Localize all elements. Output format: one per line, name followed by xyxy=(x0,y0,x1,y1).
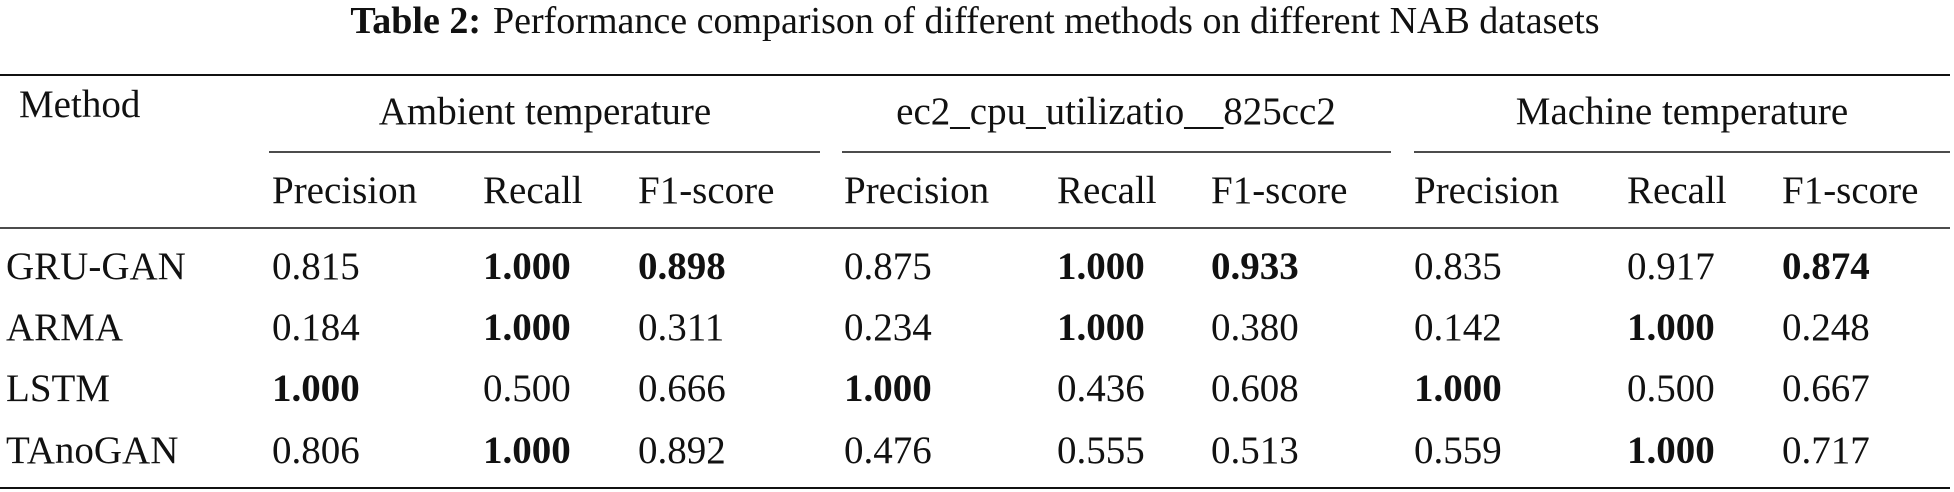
table-cell: 1.000 xyxy=(1414,367,1502,410)
table-cell: 0.248 xyxy=(1782,306,1870,349)
column-header: Precision xyxy=(844,169,989,212)
column-header: Precision xyxy=(272,169,417,212)
caption-title: Performance comparison of different meth… xyxy=(493,0,1600,42)
table-cell: 0.555 xyxy=(1057,429,1145,472)
table-cell: 0.717 xyxy=(1782,429,1870,472)
table-cell: 0.184 xyxy=(272,306,360,349)
table-cell: 0.513 xyxy=(1211,429,1299,472)
table-cell: 0.500 xyxy=(1627,367,1715,410)
table-cell: 0.436 xyxy=(1057,367,1145,410)
table-cell: 1.000 xyxy=(483,429,571,472)
row-method: LSTM xyxy=(6,367,110,410)
table-cell: 0.608 xyxy=(1211,367,1299,410)
column-header: F1-score xyxy=(638,169,774,212)
table-cell: 0.380 xyxy=(1211,306,1299,349)
caption: Table 2: Performance comparison of differ… xyxy=(350,0,1599,42)
table-cell: 0.666 xyxy=(638,367,726,410)
table-cell: 0.500 xyxy=(483,367,571,410)
table-cell: 0.874 xyxy=(1782,245,1870,288)
row-method: ARMA xyxy=(6,306,123,349)
caption-label: Table 2: xyxy=(350,0,481,42)
table-cell: 0.835 xyxy=(1414,245,1502,288)
table-cell: 0.311 xyxy=(638,306,724,349)
column-header: F1-score xyxy=(1782,169,1918,212)
column-header: Recall xyxy=(1057,169,1157,212)
row-method: TAnoGAN xyxy=(6,429,178,472)
table-cell: 0.892 xyxy=(638,429,726,472)
row-method: GRU-GAN xyxy=(6,245,186,288)
table-cell: 1.000 xyxy=(1627,306,1715,349)
table-cell: 0.667 xyxy=(1782,367,1870,410)
table-cell: 1.000 xyxy=(483,245,571,288)
table-cell: 1.000 xyxy=(1627,429,1715,472)
group-header: ec2_cpu_utilizatio__825cc2 xyxy=(896,90,1336,133)
table-cell: 0.142 xyxy=(1414,306,1502,349)
table-cell: 0.559 xyxy=(1414,429,1502,472)
table-cell: 0.933 xyxy=(1211,245,1299,288)
group-header: Ambient temperature xyxy=(379,90,711,133)
table-cell: 0.815 xyxy=(272,245,360,288)
table-cell: 0.234 xyxy=(844,306,932,349)
table-cell: 1.000 xyxy=(844,367,932,410)
table-cell: 1.000 xyxy=(1057,245,1145,288)
table-cell: 0.917 xyxy=(1627,245,1715,288)
corner-header: Method xyxy=(19,83,141,126)
column-header: Recall xyxy=(483,169,583,212)
column-header: Precision xyxy=(1414,169,1559,212)
table-cell: 1.000 xyxy=(1057,306,1145,349)
table-cell: 1.000 xyxy=(272,367,360,410)
table-cell: 0.476 xyxy=(844,429,932,472)
table-cell: 0.806 xyxy=(272,429,360,472)
group-header: Machine temperature xyxy=(1516,90,1848,133)
table-cell: 0.875 xyxy=(844,245,932,288)
table-cell: 1.000 xyxy=(483,306,571,349)
column-header: F1-score xyxy=(1211,169,1347,212)
column-header: Recall xyxy=(1627,169,1727,212)
table-cell: 0.898 xyxy=(638,245,726,288)
